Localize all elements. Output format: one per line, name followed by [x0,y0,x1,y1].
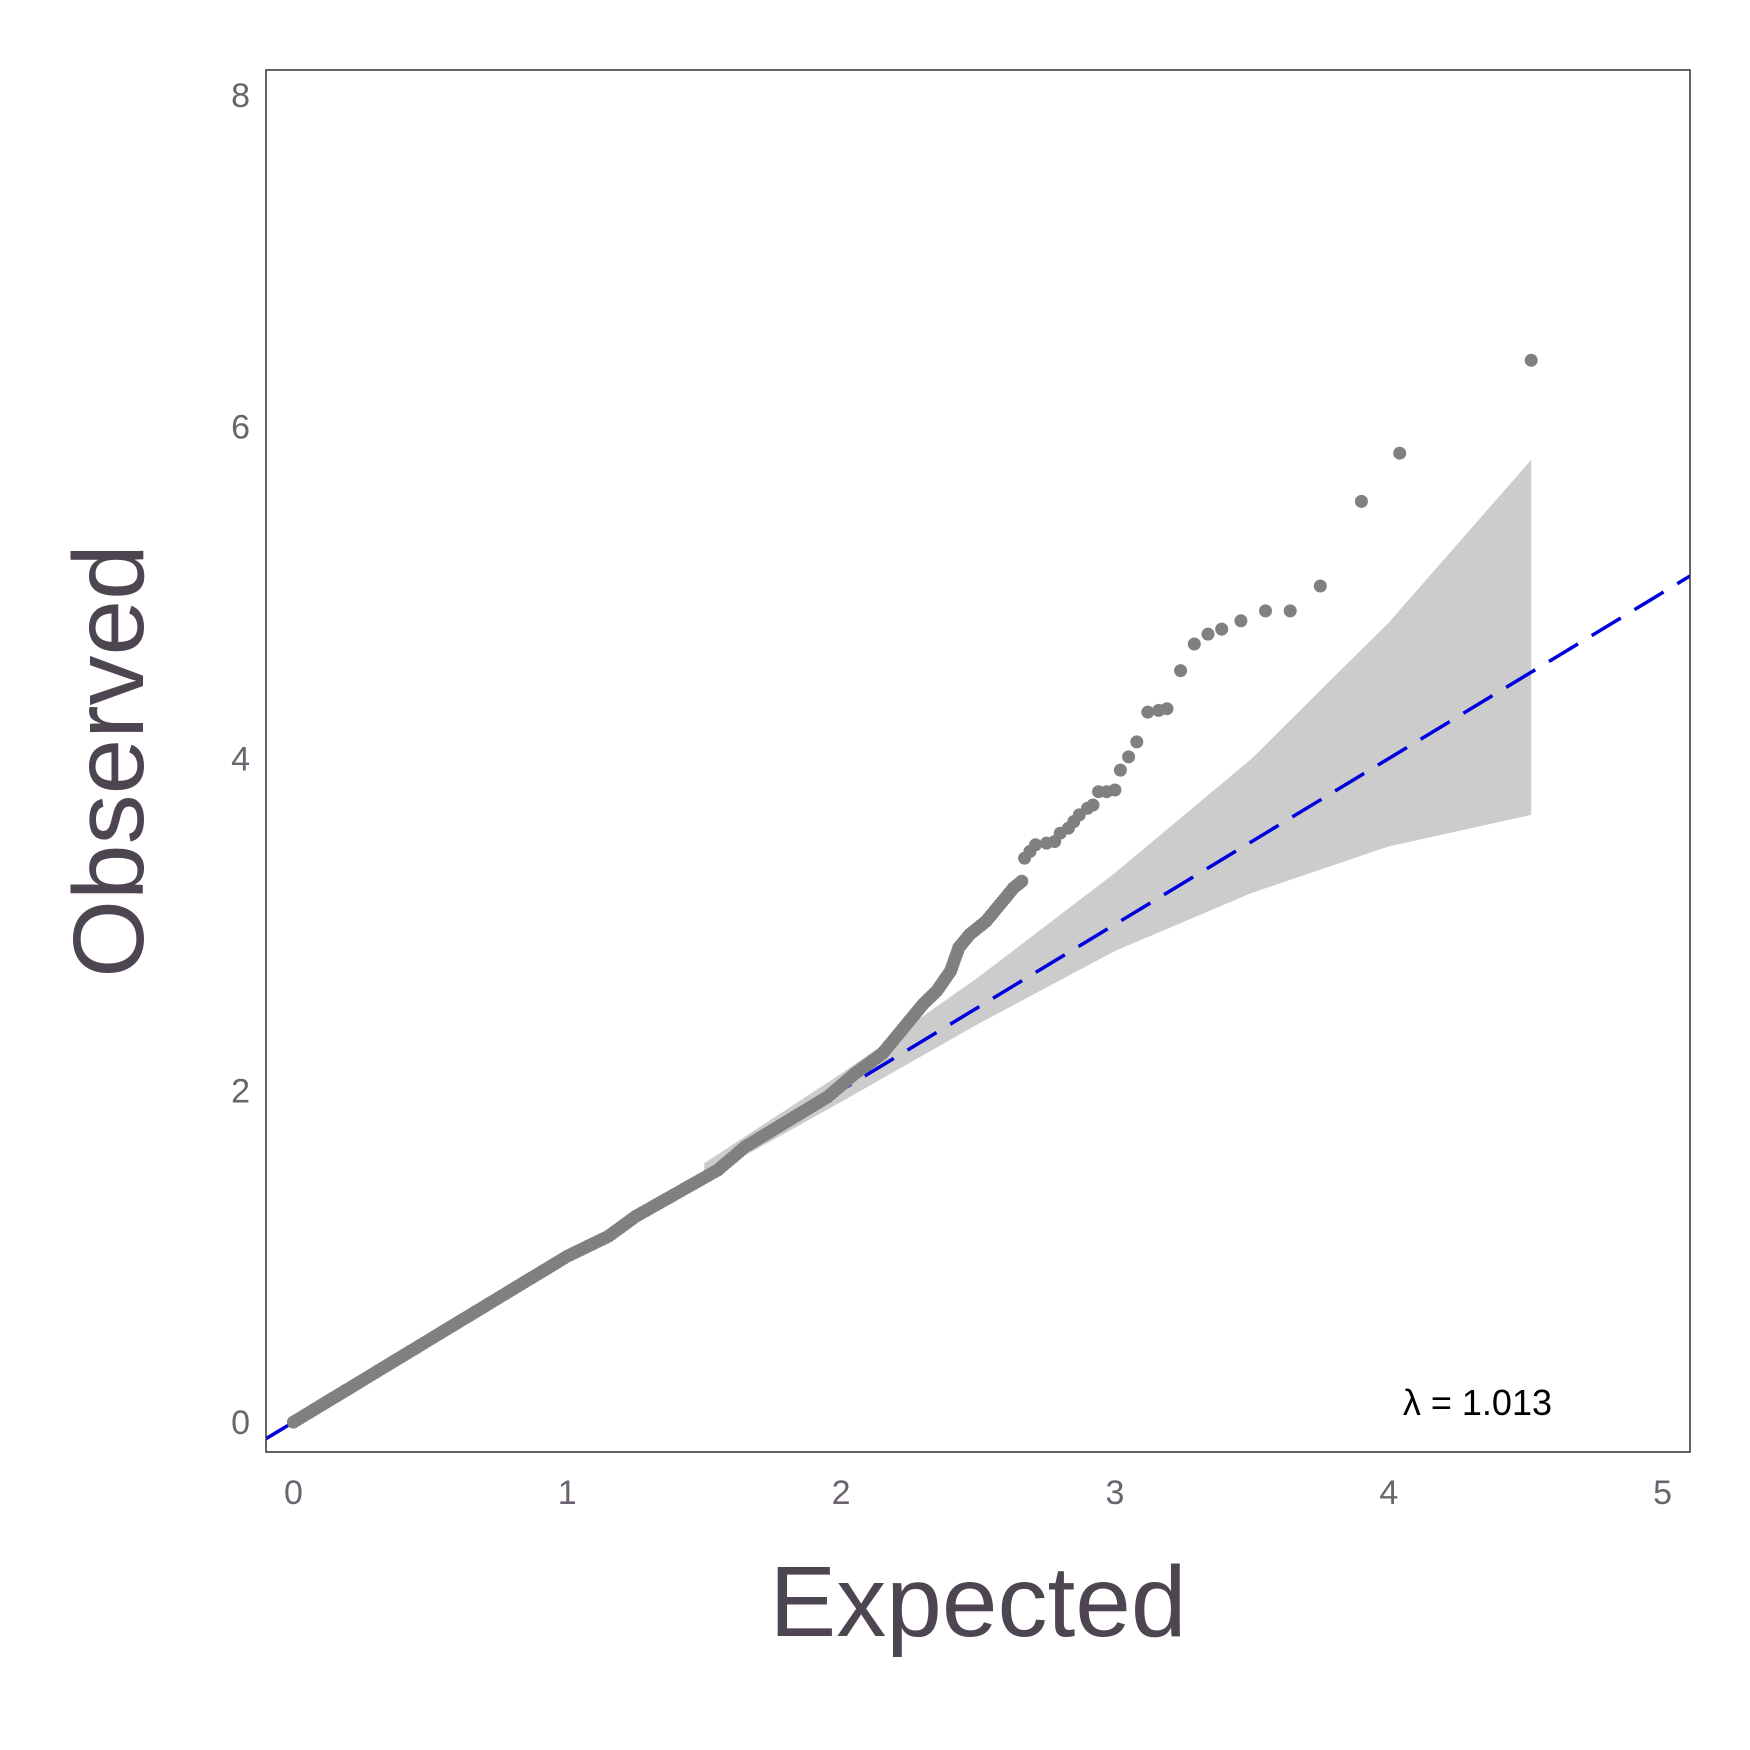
data-point [1313,579,1327,593]
data-point [1524,353,1538,367]
data-point [1187,637,1201,651]
points-layer [286,353,1538,1429]
x-axis-title: Expected [770,1546,1187,1658]
data-point [1122,750,1136,764]
y-tick-label: 0 [231,1404,250,1442]
data-point [1160,702,1174,716]
lambda-annotation: λ = 1.013 [1403,1382,1552,1423]
data-point [1130,735,1144,749]
data-point [1215,622,1229,636]
data-point [1108,783,1122,797]
y-axis-title: Observed [53,544,165,978]
y-tick-label: 4 [231,741,250,779]
data-point [1354,494,1368,508]
x-axis-ticks: 0 1 2 3 4 5 [284,1474,1672,1512]
y-tick-label: 6 [231,409,250,447]
y-tick-label: 2 [231,1072,250,1110]
data-point [1283,604,1297,618]
plot-panel-border [265,69,1691,1453]
data-point [1086,798,1100,812]
data-point [1113,763,1127,777]
y-tick-label: 8 [231,77,250,115]
data-point [1141,705,1155,719]
data-point [1393,446,1407,460]
data-point [1015,874,1029,888]
x-tick-label: 1 [558,1474,577,1512]
x-tick-label: 5 [1653,1474,1672,1512]
confidence-band-layer [704,459,1532,1179]
data-point [1029,838,1042,852]
confidence-band [704,459,1532,1179]
data-point [1259,604,1272,618]
data-point [1234,614,1248,628]
x-tick-label: 2 [832,1474,851,1512]
data-point [1201,627,1215,641]
x-tick-label: 4 [1379,1474,1398,1512]
x-tick-label: 3 [1105,1474,1124,1512]
data-point [1174,664,1188,678]
y-axis-ticks: 0 2 4 6 8 [231,77,250,1442]
x-tick-label: 0 [284,1474,303,1512]
